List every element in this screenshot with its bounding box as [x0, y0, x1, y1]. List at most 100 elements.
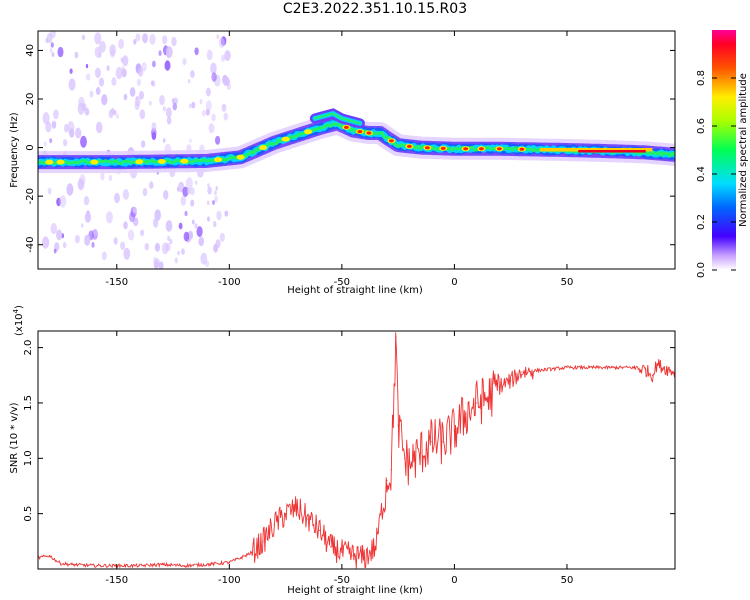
snr-point — [404, 457, 406, 459]
noise-speckle — [201, 109, 206, 117]
noise-speckle — [224, 210, 229, 217]
noise-speckle — [78, 96, 85, 108]
top-y-tick-label: 20 — [25, 93, 36, 106]
snr-point — [667, 369, 669, 371]
noise-speckle — [161, 242, 169, 255]
noise-speckle — [81, 34, 86, 41]
noise-speckle — [42, 112, 50, 125]
noise-speckle — [83, 196, 90, 206]
hot-spot-core — [388, 139, 394, 143]
bottom-x-tick-label: 0 — [451, 575, 457, 586]
bottom-y-tick-label: 1.5 — [23, 395, 34, 411]
noise-speckle — [208, 123, 215, 134]
noise-speckle — [133, 38, 137, 45]
noise-speckle — [166, 116, 172, 125]
noise-speckle — [198, 236, 205, 247]
spectrogram-frame — [37, 30, 676, 270]
snr-panel: -150 -100 -50 0 50 0.5 1.0 1.5 2.0 Height of str… — [9, 305, 676, 596]
noise-speckle — [207, 216, 210, 222]
noise-speckle — [169, 238, 173, 245]
noise-speckle — [224, 50, 231, 62]
noise-speckle — [46, 33, 53, 44]
top-y-tick-label: 0 — [25, 144, 36, 150]
colorbar: 0.0 0.2 0.4 0.6 0.8 Normalized spectral ampl… — [696, 30, 749, 278]
noise-speckle — [49, 48, 53, 54]
noise-speckle — [42, 236, 50, 249]
noise-speckle — [114, 192, 120, 204]
noise-speckle — [110, 49, 115, 58]
noise-speckle — [188, 103, 192, 109]
noise-speckle — [167, 235, 171, 242]
branch-path — [313, 112, 361, 125]
noise-speckle — [142, 188, 148, 197]
noise-speckle — [93, 228, 98, 237]
noise-speckle — [139, 90, 144, 100]
noise-speckle — [210, 62, 217, 75]
noise-speckle — [215, 186, 218, 191]
noise-speckle — [123, 247, 131, 260]
noise-speckle — [221, 54, 226, 62]
noise-speckle — [120, 241, 126, 250]
noise-speckle — [177, 250, 180, 256]
noise-speckle — [53, 109, 59, 120]
bottom-x-tick-label: -150 — [105, 575, 128, 586]
noise-speckle — [136, 78, 141, 86]
snr-point — [375, 546, 377, 548]
snr-point — [543, 369, 546, 371]
steady-band-yellow — [539, 148, 653, 152]
noise-speckle — [85, 63, 89, 69]
noise-speckle — [106, 65, 110, 72]
noise-speckle — [122, 189, 129, 200]
noise-speckle — [187, 79, 191, 84]
snr-point — [183, 565, 185, 567]
noise-speckle — [135, 33, 141, 42]
noise-speckle — [182, 58, 187, 66]
noise-speckle — [105, 211, 113, 224]
noise-speckle — [94, 67, 101, 79]
snr-point — [341, 551, 343, 554]
noise-speckle — [50, 42, 54, 48]
noise-speckle — [214, 190, 217, 196]
hot-spot-core — [424, 146, 430, 150]
hot-spot-core — [440, 146, 446, 150]
noise-speckle — [182, 186, 189, 197]
snr-point — [465, 413, 467, 415]
snr-point — [408, 463, 410, 465]
noise-speckle — [216, 34, 220, 39]
noise-speckle — [94, 46, 101, 58]
bottom-y-tick-label: 1.0 — [23, 450, 34, 466]
hot-spot — [304, 129, 313, 135]
hot-spot-core — [463, 147, 469, 151]
noise-speckle — [80, 223, 84, 228]
noise-speckle — [140, 140, 146, 148]
noise-speckle — [63, 139, 68, 147]
noise-speckle — [122, 55, 129, 67]
hot-spot-core — [406, 144, 412, 148]
noise-speckle — [227, 83, 231, 90]
noise-speckle — [95, 87, 101, 95]
snr-point — [420, 452, 422, 454]
bottom-x-tick-label: 50 — [561, 575, 574, 586]
snr-point — [476, 402, 478, 404]
noise-speckle — [101, 251, 107, 261]
noise-speckle — [151, 132, 157, 140]
hot-spot — [90, 159, 99, 165]
noise-speckle — [185, 177, 193, 190]
noise-speckle — [57, 46, 64, 58]
snr-point — [251, 551, 253, 554]
noise-speckles — [42, 31, 231, 269]
snr-point — [262, 540, 264, 542]
noise-speckle — [118, 38, 124, 49]
noise-speckle — [190, 70, 195, 79]
noise-speckle — [218, 37, 225, 48]
noise-speckle — [166, 51, 171, 59]
noise-speckle — [174, 257, 178, 264]
hot-spot — [214, 157, 223, 163]
noise-speckle — [115, 67, 123, 80]
noise-speckle — [53, 248, 57, 254]
noise-speckle — [164, 60, 171, 71]
snr-point — [487, 396, 489, 398]
snr-point — [510, 380, 512, 382]
hot-spot-core — [478, 147, 484, 151]
noise-speckle — [67, 121, 75, 134]
